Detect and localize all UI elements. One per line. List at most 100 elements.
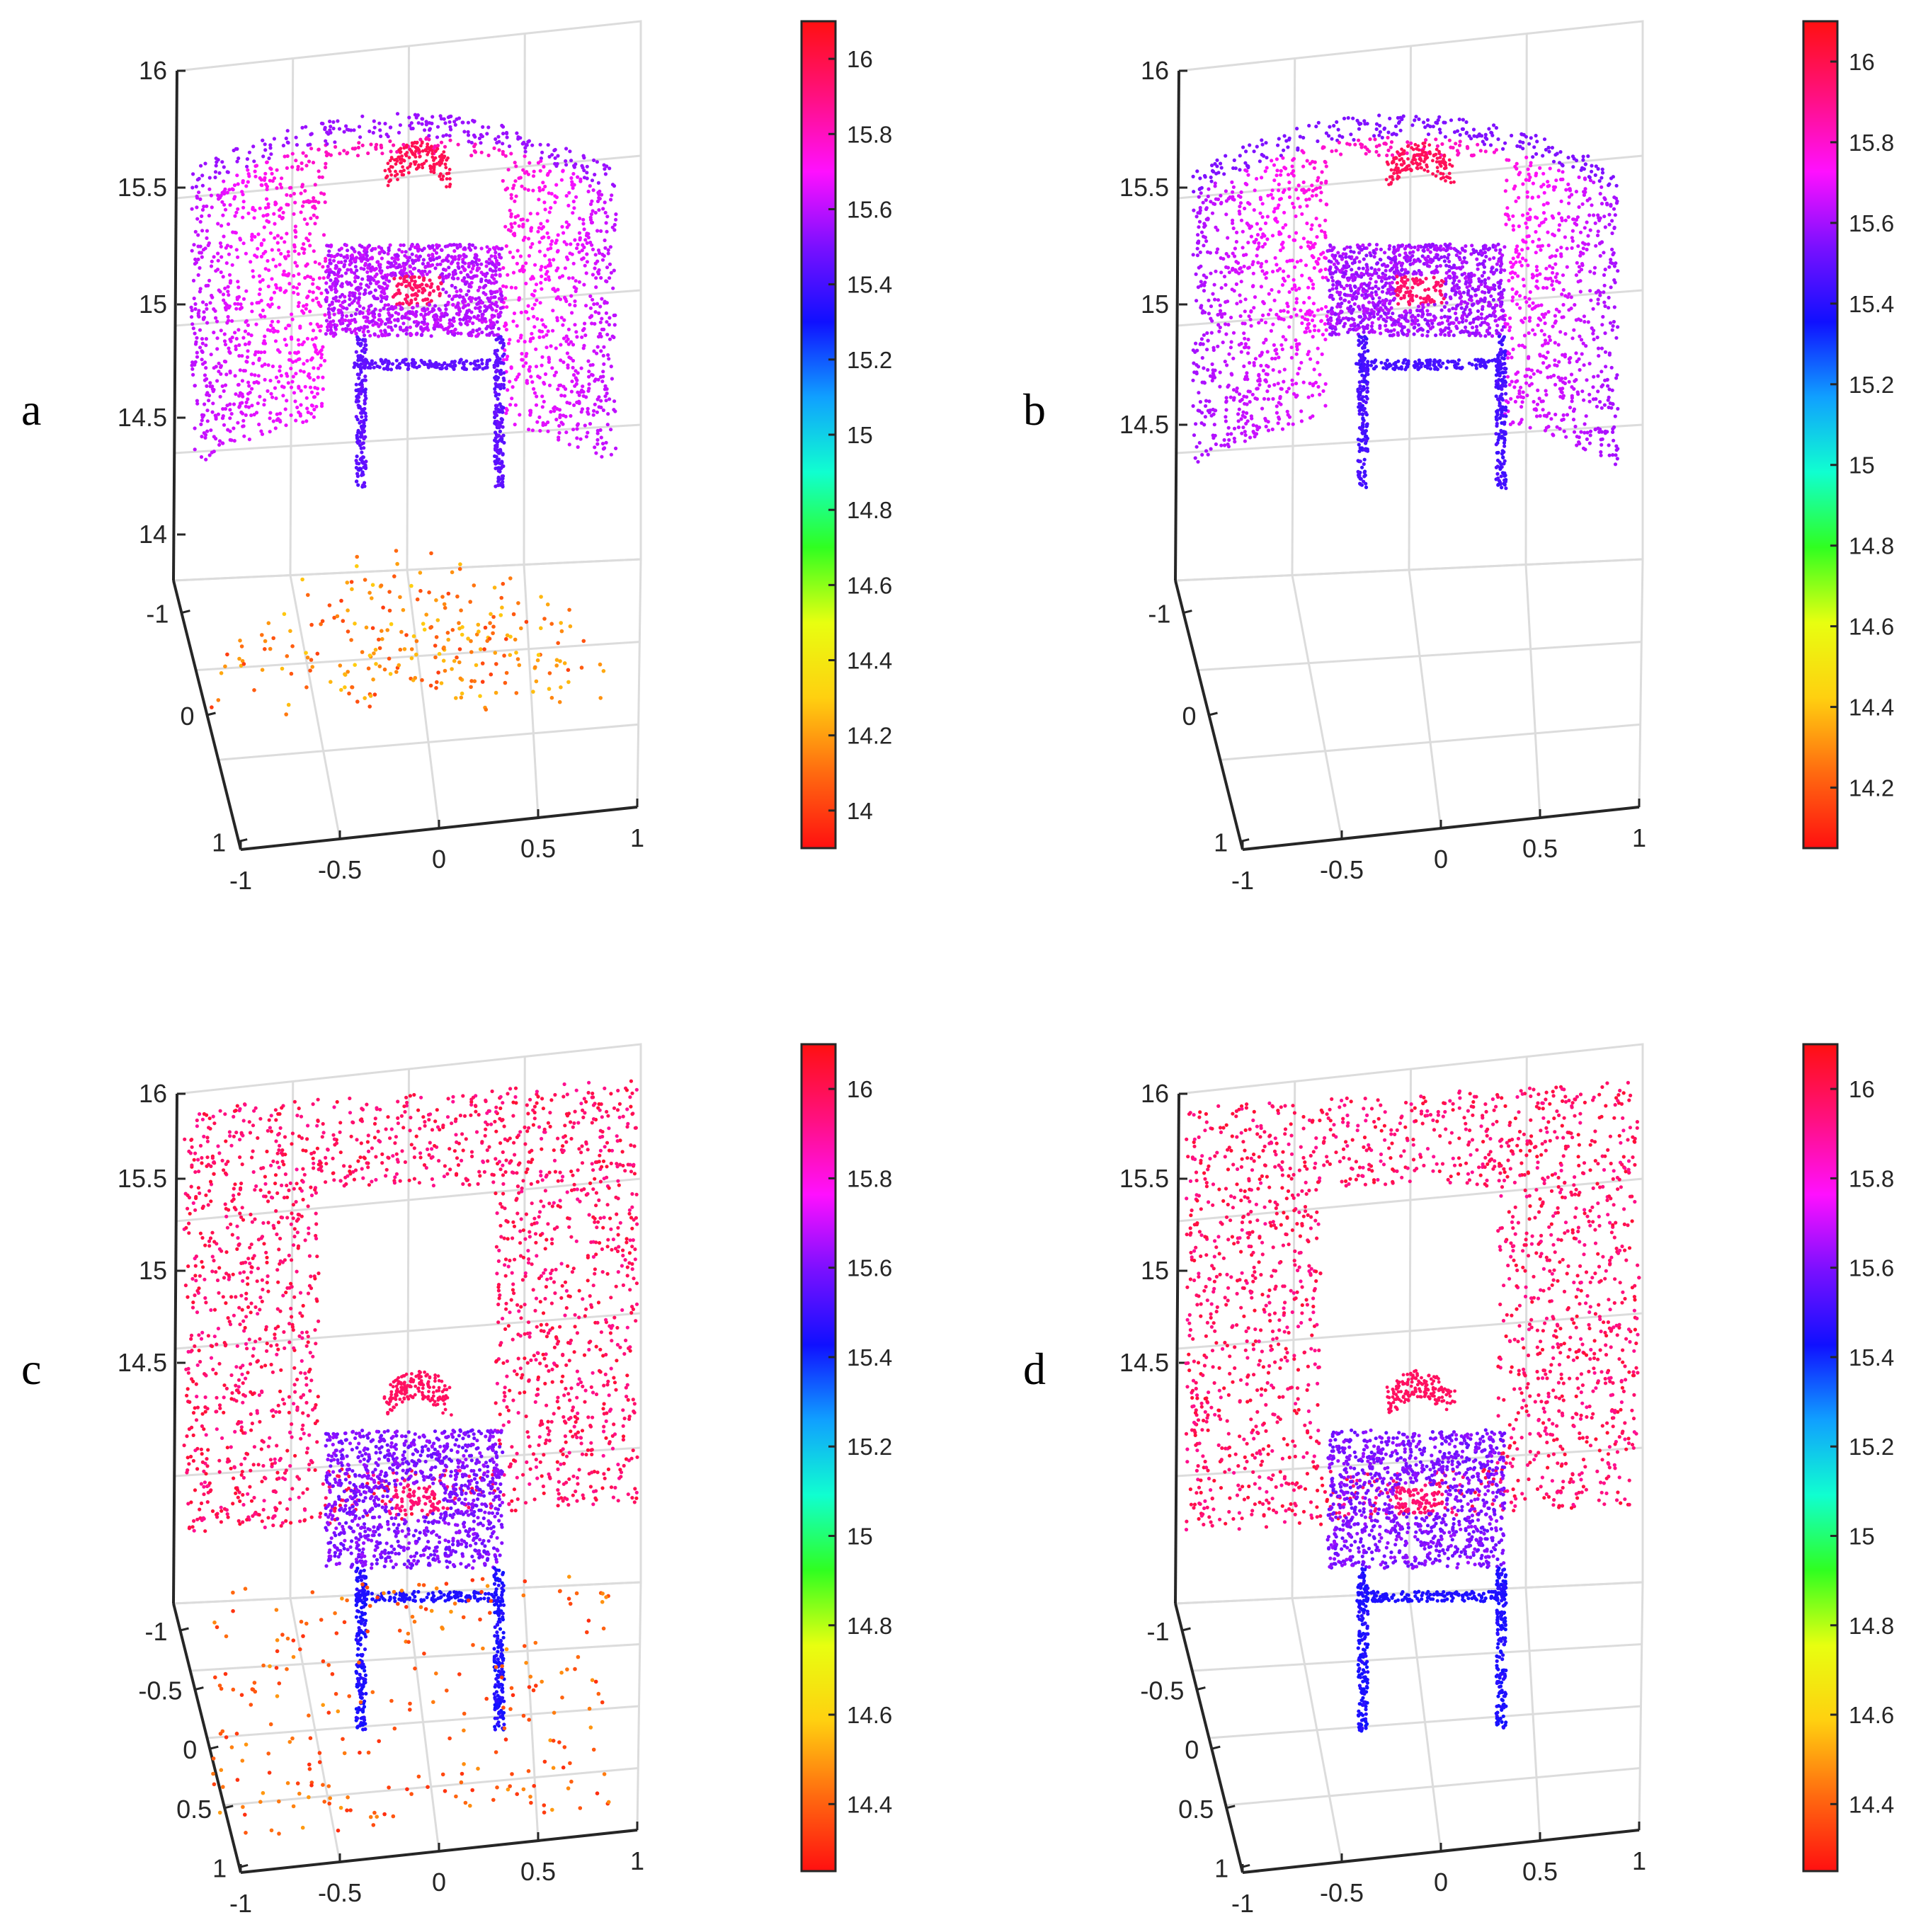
- wall-point: [496, 135, 500, 139]
- chair-point: [429, 258, 433, 262]
- wall-point: [1511, 270, 1515, 274]
- chair-point: [437, 324, 440, 328]
- wall-point: [234, 307, 238, 311]
- wall-point: [585, 435, 588, 438]
- wall-point: [266, 259, 269, 263]
- wall-point: [1545, 366, 1549, 370]
- wall-point: [195, 195, 199, 198]
- wall-point: [205, 307, 208, 311]
- chair-point: [477, 332, 480, 336]
- chair-leg-point: [357, 399, 360, 403]
- chair-leg-point: [499, 405, 503, 408]
- wall-point: [260, 183, 263, 187]
- wall-point: [546, 421, 549, 424]
- wall-point: [1216, 298, 1220, 302]
- wall-point: [269, 324, 273, 327]
- wall-point: [602, 362, 605, 366]
- wall-point: [525, 310, 528, 314]
- wall-point: [542, 382, 546, 386]
- wall-point: [1236, 261, 1240, 265]
- noise-point: [533, 665, 537, 670]
- wall-point: [269, 392, 273, 396]
- wall-point: [205, 236, 208, 240]
- chair-point: [467, 262, 471, 265]
- chair-point: [364, 262, 367, 265]
- noise-point: [380, 629, 384, 633]
- wall-point: [1564, 188, 1568, 192]
- wall-point: [250, 404, 253, 407]
- wall-point: [274, 339, 278, 343]
- noise-point: [392, 574, 397, 578]
- wall-point: [607, 251, 610, 255]
- wall-point: [1321, 170, 1324, 173]
- noise-point: [539, 595, 543, 599]
- wall-point: [233, 439, 236, 442]
- noise-point: [535, 680, 539, 684]
- wall-point: [1583, 314, 1586, 318]
- wall-point: [578, 180, 582, 183]
- wall-point: [512, 232, 515, 236]
- noise-point: [350, 587, 354, 591]
- noise-point: [555, 658, 559, 662]
- x-tick-label: 1: [1632, 823, 1646, 852]
- chair-point: [386, 318, 389, 321]
- wall-point: [304, 125, 307, 129]
- x-tick-label: -0.5: [1320, 855, 1364, 884]
- noise-point: [435, 680, 439, 685]
- wall-point: [529, 246, 532, 249]
- wall-point: [278, 350, 282, 354]
- wall-point: [308, 232, 312, 236]
- wall-point: [268, 143, 272, 147]
- noise-point: [385, 628, 389, 632]
- wall-point: [1439, 131, 1442, 135]
- noise-point: [263, 647, 267, 651]
- wall-point: [1600, 323, 1604, 326]
- chair-point: [456, 261, 460, 265]
- chair-point: [423, 289, 426, 292]
- chair-point: [411, 288, 415, 292]
- wall-point: [445, 133, 448, 137]
- wall-point: [280, 236, 283, 240]
- wall-point: [578, 394, 581, 397]
- chair-point: [415, 310, 418, 314]
- wall-point: [200, 455, 203, 459]
- wall-point: [286, 141, 290, 144]
- wall-point: [193, 447, 197, 451]
- wall-point: [258, 292, 261, 296]
- wall-point: [302, 341, 306, 344]
- wall-point: [1291, 383, 1294, 387]
- wall-point: [1476, 143, 1479, 147]
- floor-grid: [173, 559, 641, 850]
- wall-point: [567, 343, 571, 346]
- wall-point: [605, 333, 609, 336]
- wall-point: [543, 185, 547, 188]
- wall-point: [521, 142, 525, 145]
- wall-point: [580, 258, 583, 261]
- chair-bar-point: [359, 362, 363, 366]
- wall-point: [235, 337, 239, 341]
- wall-point: [565, 243, 569, 246]
- chair-point: [358, 253, 362, 256]
- wall-point: [1520, 248, 1524, 251]
- noise-point: [260, 633, 264, 637]
- wall-point: [235, 248, 239, 251]
- wall-point: [1194, 273, 1198, 276]
- wall-point: [554, 418, 558, 421]
- wall-point: [272, 212, 275, 216]
- wall-point: [235, 173, 239, 177]
- wall-point: [231, 263, 234, 267]
- wall-point: [1198, 220, 1202, 224]
- noise-point: [374, 662, 378, 666]
- wall-point: [1272, 343, 1276, 347]
- wall-point: [581, 384, 584, 388]
- wall-point: [1614, 336, 1618, 340]
- wall-point: [568, 442, 571, 446]
- chair-point: [380, 271, 383, 275]
- wall-point: [239, 238, 242, 241]
- wall-point: [1532, 145, 1536, 149]
- wall-point: [319, 292, 323, 295]
- wall-point: [202, 310, 205, 314]
- chair-point: [469, 316, 472, 320]
- wall-point: [572, 206, 576, 210]
- wall-point: [601, 442, 605, 445]
